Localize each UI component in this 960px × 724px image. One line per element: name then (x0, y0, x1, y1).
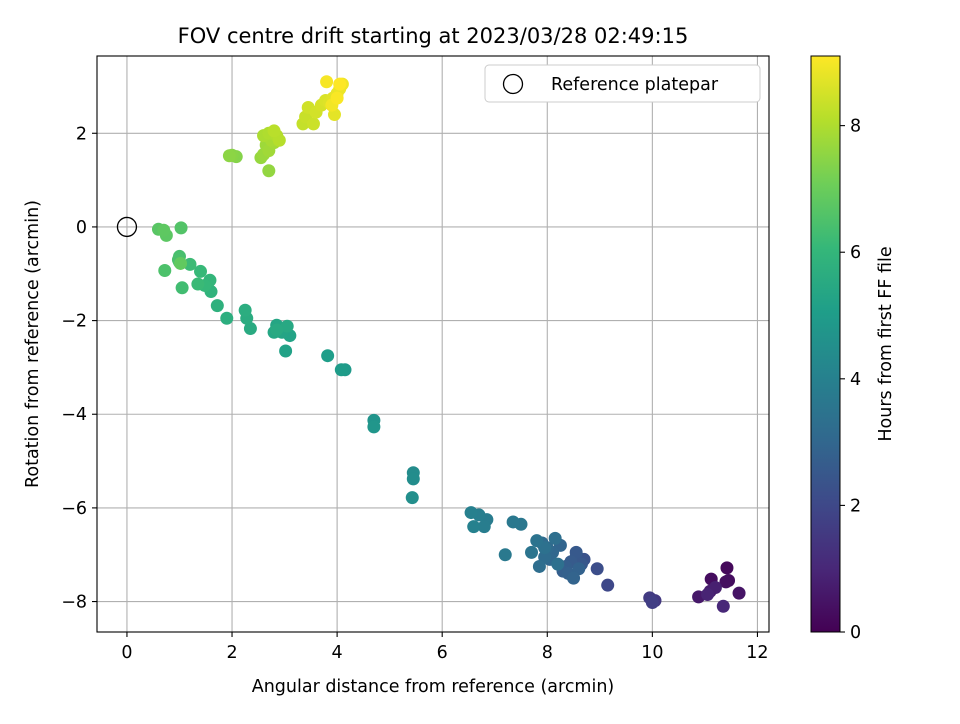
data-point (174, 221, 188, 235)
data-point (406, 472, 420, 486)
x-axis-label: Angular distance from reference (arcmin) (252, 677, 615, 697)
data-point (464, 506, 478, 520)
y-tick-label: −4 (61, 405, 87, 425)
legend-box (484, 64, 761, 103)
data-point (530, 534, 544, 548)
x-tick-label: 10 (641, 643, 663, 663)
plot-frame (96, 55, 770, 633)
data-point (716, 599, 730, 613)
data-point (701, 588, 715, 602)
colorbar-tick-label: 2 (850, 496, 861, 516)
data-point (732, 586, 746, 600)
x-tick-label: 12 (746, 643, 768, 663)
data-point (367, 420, 381, 434)
colorbar-tick-label: 8 (850, 117, 861, 137)
grid-lines (97, 56, 769, 632)
y-tick-label: 2 (76, 124, 87, 144)
y-tick-label: −2 (61, 312, 87, 332)
data-point (334, 363, 348, 377)
data-point (191, 277, 205, 291)
data-point (220, 311, 234, 325)
data-point (158, 263, 172, 277)
legend-label: Reference platepar (551, 75, 719, 95)
x-tick-label: 4 (332, 643, 343, 663)
data-point (210, 299, 224, 313)
data-point (306, 117, 320, 131)
colorbar-tick-label: 6 (850, 243, 861, 263)
data-point (567, 571, 581, 585)
legend: Reference platepar (484, 64, 761, 103)
data-point (525, 545, 539, 559)
data-point (243, 322, 257, 336)
data-point (174, 256, 188, 270)
data-point (270, 323, 284, 337)
data-point (333, 77, 347, 91)
reference-marker-group (116, 216, 138, 238)
data-point (498, 548, 512, 562)
data-point (532, 559, 546, 573)
x-tick-label: 0 (121, 643, 132, 663)
data-point (477, 520, 491, 534)
data-point (175, 281, 189, 295)
data-points (151, 75, 746, 613)
data-point (279, 344, 293, 358)
reference-platepar-marker (116, 216, 138, 238)
data-point (601, 578, 615, 592)
colorbar-label: Hours from first FF file (876, 246, 896, 441)
x-tick-label: 2 (226, 643, 237, 663)
y-tick-label: −8 (61, 593, 87, 613)
data-point (321, 349, 335, 363)
data-point (551, 557, 565, 571)
data-point (590, 562, 604, 576)
y-tick-label: −6 (61, 499, 87, 519)
data-point (330, 91, 344, 105)
data-point (320, 75, 334, 89)
colorbar-tick-label: 4 (850, 370, 861, 390)
colorbar (810, 55, 841, 633)
data-point (405, 491, 419, 505)
y-axis-label: Rotation from reference (arcmin) (23, 200, 43, 488)
colorbar-ticks: 0 2 4 6 8 (840, 117, 861, 643)
data-point (548, 531, 562, 545)
data-point (238, 303, 252, 317)
data-point (280, 319, 294, 333)
data-point (506, 515, 520, 529)
data-point (262, 164, 276, 178)
data-point (720, 561, 734, 575)
legend-marker-icon (502, 73, 524, 95)
data-point (194, 264, 208, 278)
chart-title: FOV centre drift starting at 2023/03/28 … (178, 24, 689, 48)
x-tick-label: 8 (542, 643, 553, 663)
data-point (467, 520, 481, 534)
x-tick-label: 6 (437, 643, 448, 663)
data-point (157, 223, 171, 237)
x-axis-ticks: 0 2 4 6 8 10 12 (121, 632, 769, 663)
data-point (183, 257, 197, 271)
data-point (719, 575, 733, 589)
y-axis-ticks: −8 −6 −4 −2 0 2 (61, 124, 97, 613)
data-point (645, 595, 659, 609)
colorbar-tick-label: 0 (850, 623, 861, 643)
data-point (222, 149, 236, 163)
y-tick-label: 0 (76, 218, 87, 238)
data-point (267, 124, 281, 138)
